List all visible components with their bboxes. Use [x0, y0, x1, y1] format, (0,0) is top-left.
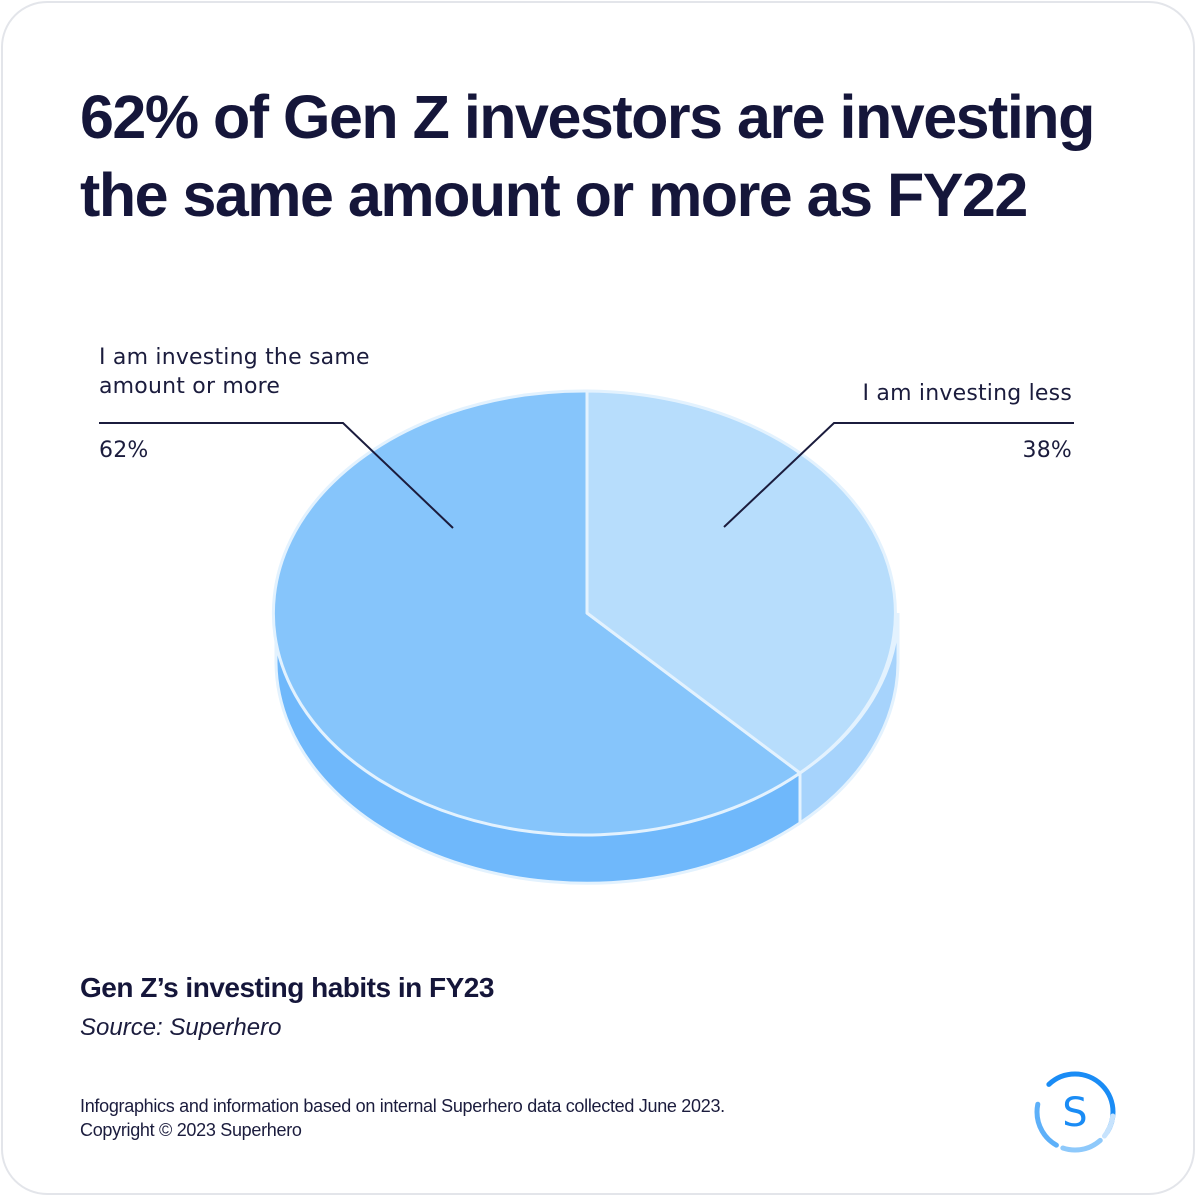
label-right-value: 38%	[1022, 438, 1072, 463]
pie-top	[271, 389, 897, 837]
label-less: I am investing less 38%	[752, 380, 1072, 463]
label-left-value: 62%	[99, 438, 149, 463]
chart-source: Source: Superhero	[80, 1014, 282, 1041]
logo-ring-main	[1034, 1071, 1116, 1153]
logo-ring-lower	[1034, 1071, 1116, 1153]
title-line-2: the same amount or more as FY22	[80, 161, 1028, 229]
label-left-line-1: I am investing the same	[99, 345, 370, 370]
leader-line-left	[99, 422, 454, 529]
label-same-or-more: I am investing the same amount or more 6…	[99, 344, 419, 463]
slice-62-same-or-more[interactable]	[271, 389, 802, 837]
title-line-1: 62% of Gen Z investors are investing	[80, 83, 1095, 151]
superhero-logo-icon: S	[1034, 1071, 1116, 1153]
logo-ring-mid	[1034, 1071, 1116, 1153]
leader-line-right	[723, 422, 1074, 528]
footer-disclaimer: Infographics and information based on in…	[80, 1094, 725, 1142]
label-left-line-2: amount or more	[99, 373, 281, 399]
slice-38-less[interactable]	[585, 389, 897, 775]
page-title: 62% of Gen Z investors are investing the…	[80, 78, 1120, 234]
footer-line-1: Infographics and information based on in…	[80, 1096, 725, 1116]
logo-letter: S	[1062, 1090, 1087, 1136]
footer-line-2: Copyright © 2023 Superhero	[80, 1120, 302, 1140]
chart-caption: Gen Z’s investing habits in FY23	[80, 972, 494, 1003]
label-right-line-1: I am investing less	[862, 381, 1072, 406]
